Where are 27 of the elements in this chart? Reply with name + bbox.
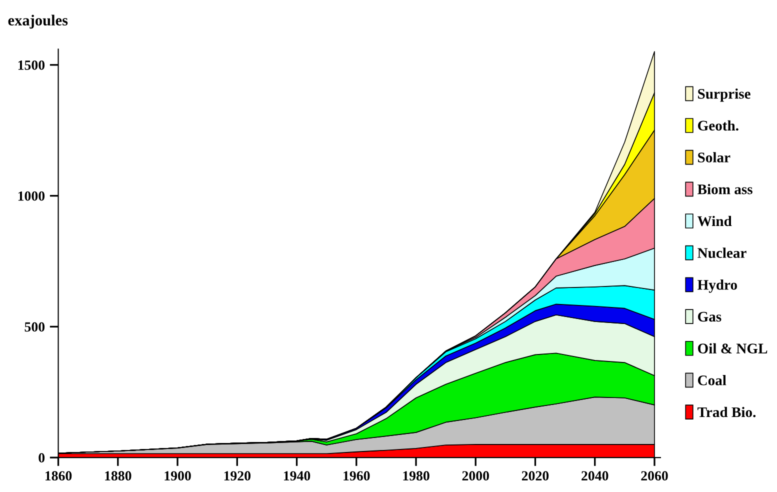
y-tick-label: 0 [38, 453, 45, 463]
legend-label: Surprise [698, 88, 750, 102]
x-tick-label: 1940 [284, 471, 310, 481]
x-tick-label: 1920 [224, 471, 250, 481]
y-tick-label: 500 [24, 322, 45, 332]
legend-label: Solar [698, 152, 730, 162]
x-tick-label: 2040 [582, 471, 608, 481]
legend-label: Geoth. [698, 120, 738, 131]
x-tick-label: 1880 [105, 471, 132, 481]
legend-label: Coal [698, 375, 726, 386]
legend-label: Wind [697, 216, 732, 226]
x-tick-label: 1980 [403, 471, 430, 481]
x-tick-label: 1960 [344, 471, 370, 481]
y-axis-title: exajoules [8, 14, 68, 29]
x-tick-label: 1860 [46, 471, 72, 481]
legend-label: Oil & NGL [698, 343, 768, 354]
legend-label: Biom ass [698, 184, 752, 194]
legend-label: Nuclear [698, 248, 746, 258]
x-tick-label: 2020 [522, 471, 549, 481]
x-tick-label: 2000 [462, 471, 489, 481]
y-tick-label: 1500 [18, 60, 45, 70]
x-tick-label: 1900 [164, 471, 191, 481]
y-tick-label: 1000 [18, 191, 45, 201]
legend-label: Gas [698, 312, 722, 322]
legend-label: Hydro [698, 280, 737, 293]
legend-label: Trad Bio. [698, 406, 756, 418]
x-tick-label: 2060 [641, 471, 668, 481]
